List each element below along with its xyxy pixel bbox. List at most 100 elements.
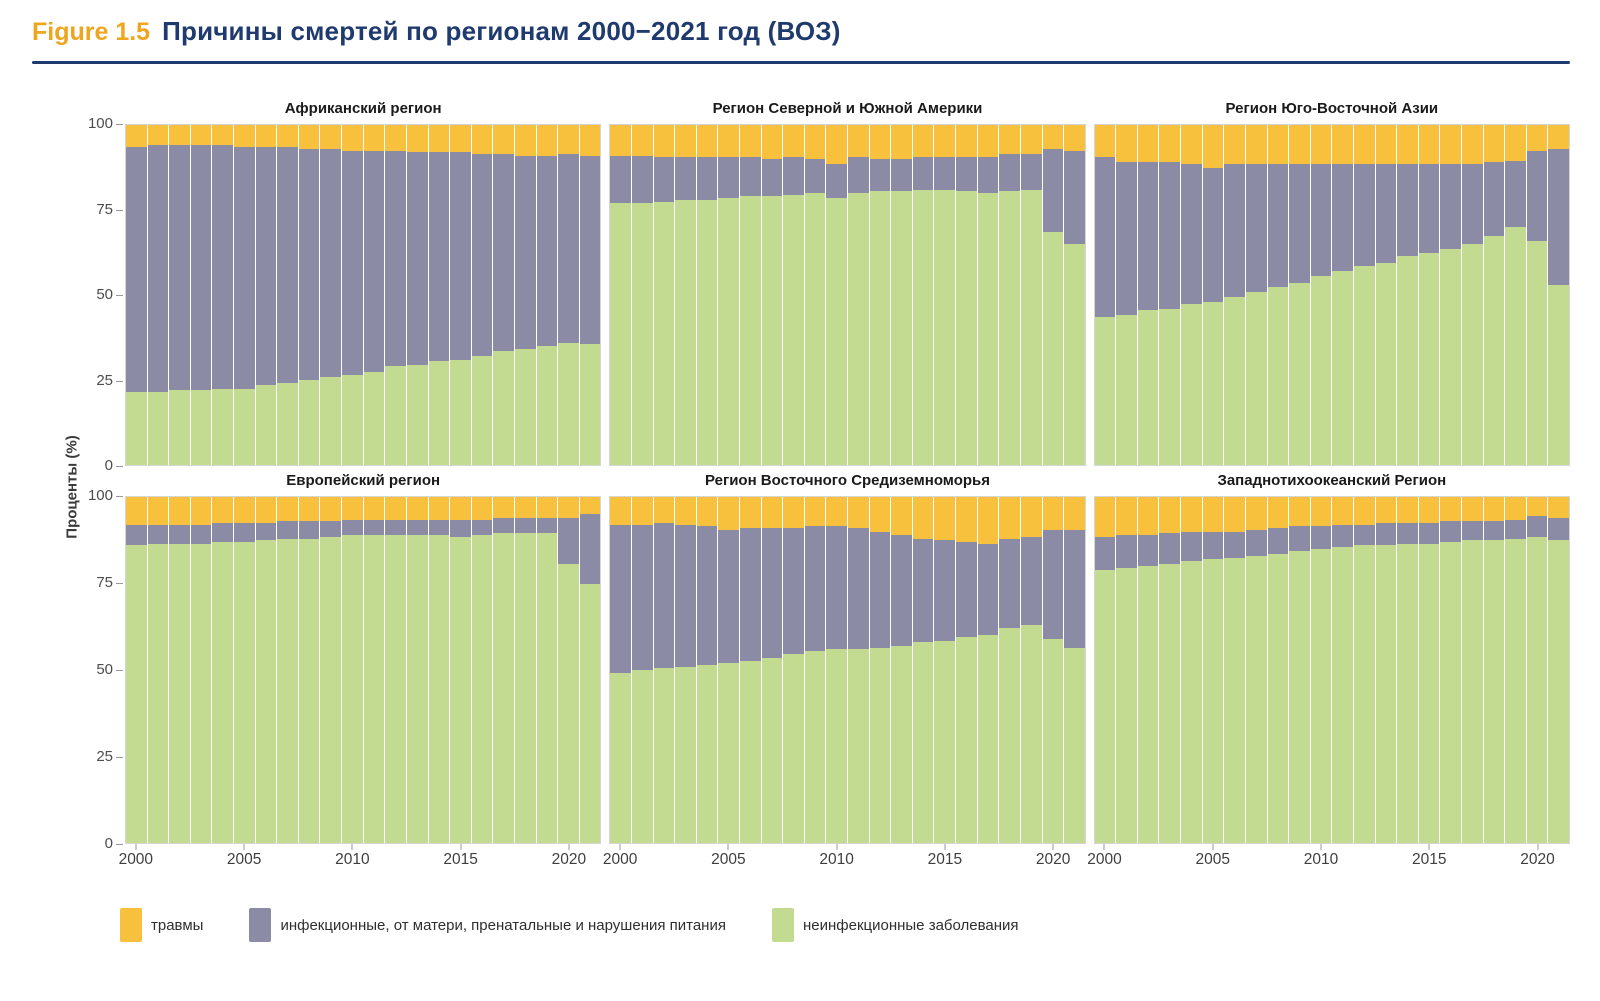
bar-segment-injuries <box>761 125 783 160</box>
bar-segment-ncd <box>675 199 696 465</box>
bar-segment-infectious <box>912 157 934 190</box>
stacked-bar-2009 <box>1289 125 1310 465</box>
bar-segment-injuries <box>1483 125 1505 163</box>
bar-segment-injuries <box>1116 125 1137 163</box>
bar-segment-injuries <box>493 497 514 518</box>
stacked-bar-2013 <box>1375 125 1397 465</box>
bar-segment-ncd <box>848 193 869 465</box>
bar-segment-infectious <box>761 159 783 197</box>
bar-segment-ncd <box>739 196 761 465</box>
bar-segment-ncd <box>428 535 450 843</box>
bar-segment-infectious <box>1245 164 1267 292</box>
bar-segment-injuries <box>1042 125 1064 149</box>
bar-segment-ncd <box>536 533 558 843</box>
bar-segment-infectious <box>696 526 718 665</box>
stacked-bar-2001 <box>147 125 169 465</box>
bar-segment-ncd <box>1159 308 1181 465</box>
plot-area <box>125 124 602 466</box>
stacked-bar-2010 <box>826 125 848 465</box>
bar-segment-ncd <box>147 543 169 843</box>
bar-segment-injuries <box>1526 497 1548 517</box>
bar-segment-infectious <box>675 157 696 200</box>
stacked-bar-2005 <box>718 125 739 465</box>
bar-segment-injuries <box>718 497 739 530</box>
bar-segment-injuries <box>190 125 212 146</box>
chart-panel: Европейский регион 2000 2005 2010 2015 2020 <box>119 472 602 874</box>
bar-segment-infectious <box>234 147 255 389</box>
bar-segment-ncd <box>471 535 493 843</box>
bar-segment-ncd <box>783 654 804 843</box>
stacked-bar-2002 <box>653 125 675 465</box>
stacked-bar-2011 <box>848 125 869 465</box>
bar-segment-ncd <box>1418 543 1440 843</box>
bar-segment-injuries <box>653 125 675 158</box>
stacked-bar-2017 <box>977 497 999 843</box>
bar-segment-ncd <box>1526 536 1548 843</box>
stacked-bar-2003 <box>675 497 696 843</box>
stacked-bar-2011 <box>1332 497 1353 843</box>
bar-segment-ncd <box>1310 276 1332 465</box>
stacked-bar-2011 <box>848 497 869 843</box>
bar-segment-injuries <box>1462 497 1483 522</box>
stacked-bar-2013 <box>1375 497 1397 843</box>
bar-segment-injuries <box>848 497 869 529</box>
stacked-bar-2005 <box>718 497 739 843</box>
bar-segment-ncd <box>1548 540 1570 843</box>
bar-segment-ncd <box>1267 286 1289 465</box>
bar-segment-infectious <box>610 155 631 204</box>
stacked-bar-2003 <box>675 125 696 465</box>
stacked-bar-2006 <box>739 125 761 465</box>
bar-segment-ncd <box>169 390 190 465</box>
x-axis-tick-mark <box>836 844 838 850</box>
bar-segment-injuries <box>169 125 190 146</box>
bar-segment-ncd <box>126 545 147 843</box>
bar-segment-injuries <box>558 125 579 154</box>
bar-segment-ncd <box>514 349 536 465</box>
bar-segment-infectious <box>1310 164 1332 277</box>
stacked-bar-2019 <box>1020 497 1042 843</box>
bar-segment-ncd <box>234 388 255 465</box>
bar-segment-ncd <box>1462 244 1483 465</box>
y-axis-tick-mark <box>116 209 123 211</box>
bar-segment-ncd <box>956 637 977 843</box>
x-axis-tick-label: 2010 <box>335 851 370 868</box>
bar-segment-injuries <box>696 497 718 527</box>
bar-segment-ncd <box>1353 266 1375 465</box>
bar-segment-infectious <box>1202 531 1224 560</box>
y-axis-tick-label: 0 <box>104 457 113 474</box>
bar-segment-injuries <box>1397 125 1418 165</box>
bar-segment-ncd <box>1202 301 1224 465</box>
bar-segment-infectious <box>1289 526 1310 551</box>
bar-segment-ncd <box>363 371 385 465</box>
bar-segment-injuries <box>1440 497 1462 522</box>
bar-segment-ncd <box>891 645 912 843</box>
x-axis: 2000 2005 2010 2015 2020 <box>603 844 1085 874</box>
stacked-bar-2003 <box>1159 497 1181 843</box>
bar-segment-injuries <box>653 497 675 523</box>
stacked-bar-2000 <box>1094 497 1116 843</box>
bar-segment-ncd <box>1289 550 1310 843</box>
chart-row: 100 75 50 25 0 Африканский регион Регион Север… <box>32 100 1570 474</box>
stacked-bar-2011 <box>1332 125 1353 465</box>
bar-segment-ncd <box>977 635 999 843</box>
stacked-bar-2011 <box>363 497 385 843</box>
legend-label: неинфекционные заболевания <box>802 916 1019 934</box>
bar-segment-ncd <box>190 390 212 465</box>
plot-area <box>1093 124 1570 466</box>
stacked-bar-2002 <box>1137 125 1159 465</box>
stacked-bar-2008 <box>783 497 804 843</box>
x-axis-tick-mark <box>460 844 462 850</box>
stacked-bar-2003 <box>190 125 212 465</box>
x-axis: 2000 2005 2010 2015 2020 <box>119 844 601 874</box>
stacked-bar-2013 <box>406 125 428 465</box>
bar-segment-ncd <box>406 535 428 843</box>
stacked-bar-2017 <box>1462 497 1483 843</box>
bar-segment-injuries <box>610 497 631 525</box>
bar-segment-ncd <box>631 670 653 843</box>
bar-segment-injuries <box>912 497 934 539</box>
y-axis-tick-mark <box>116 670 123 671</box>
bar-segment-infectious <box>1181 531 1202 562</box>
bar-segment-injuries <box>342 497 363 520</box>
legend-swatch-infectious <box>249 908 272 942</box>
bar-segment-ncd <box>450 359 471 465</box>
